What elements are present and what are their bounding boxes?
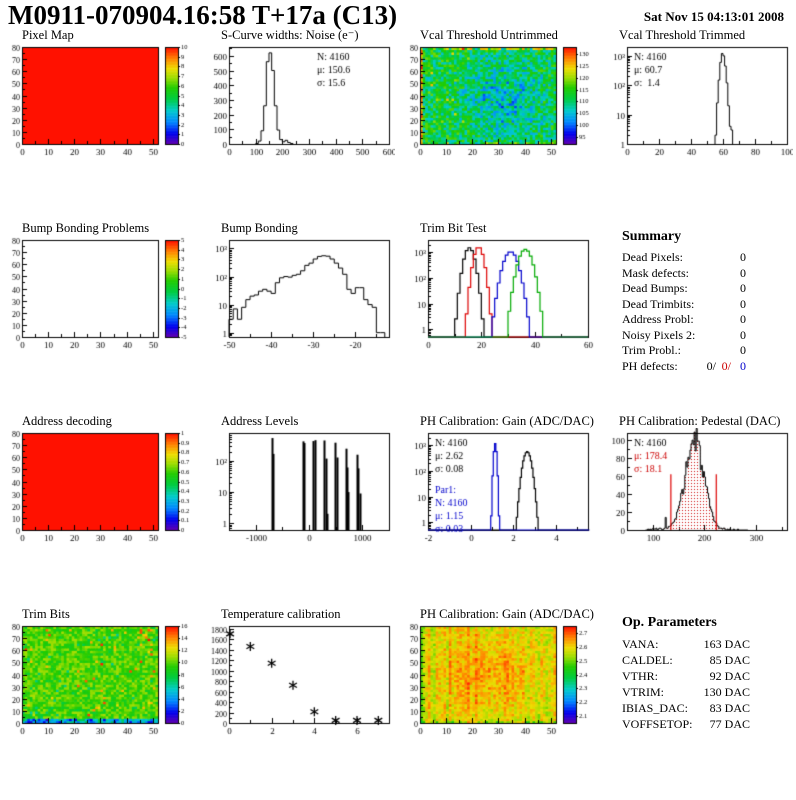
panel-temperature-calibration: Temperature calibration bbox=[199, 607, 398, 800]
address-decoding-canvas bbox=[0, 428, 196, 552]
panel-scurve-noise: S-Curve widths: Noise (e⁻) bbox=[199, 28, 398, 221]
op-label: IBIAS_DAC: bbox=[622, 701, 689, 715]
plot-title: Bump Bonding bbox=[221, 221, 298, 235]
panel-address-decoding: Address decoding bbox=[0, 414, 199, 607]
summary-row: Address Probl: 0 bbox=[622, 312, 746, 328]
summary-row: Dead Trimbits: 0 bbox=[622, 297, 746, 313]
summary-value: 0 bbox=[740, 265, 746, 280]
op-value: 163 DAC bbox=[703, 637, 750, 651]
pixel-map-canvas bbox=[0, 42, 196, 166]
op-label: VOFFSETOP: bbox=[622, 717, 693, 731]
plot-title: Vcal Threshold Trimmed bbox=[619, 28, 746, 42]
op-parameter-row: VANA: 163 DAC bbox=[622, 636, 750, 652]
op-label: VANA: bbox=[622, 637, 659, 651]
report-header: M0911-070904.16:58 T+17a (C13) Sat Nov 1… bbox=[0, 0, 796, 30]
op-value: 130 DAC bbox=[703, 685, 750, 699]
plot-title: Pixel Map bbox=[22, 28, 74, 42]
op-value: 92 DAC bbox=[709, 669, 750, 683]
op-parameter-row: CALDEL: 85 DAC bbox=[622, 652, 750, 668]
op-value: 85 DAC bbox=[709, 653, 750, 667]
summary-label: PH defects: bbox=[622, 358, 678, 373]
panel-ph-gain-map: PH Calibration: Gain (ADC/DAC) bbox=[398, 607, 597, 800]
plot-title: PH Calibration: Gain (ADC/DAC) bbox=[420, 414, 594, 428]
summary-label: Mask defects: bbox=[622, 265, 689, 280]
op-parameter-row: IBIAS_DAC: 83 DAC bbox=[622, 700, 750, 716]
ph-defects-value-blue: 0 bbox=[740, 358, 746, 373]
summary-label: Trim Probl.: bbox=[622, 343, 681, 357]
panel-trim-bits: Trim Bits bbox=[0, 607, 199, 800]
plot-title: Trim Bits bbox=[22, 607, 70, 621]
page-title: M0911-070904.16:58 T+17a (C13) bbox=[8, 0, 398, 30]
panel-ph-gain-hist: PH Calibration: Gain (ADC/DAC) bbox=[398, 414, 597, 607]
panel-pixel-map: Pixel Map bbox=[0, 28, 199, 221]
temperature-calibration-canvas bbox=[199, 621, 395, 745]
summary-value: 0 bbox=[740, 281, 746, 295]
summary-value: 0 bbox=[740, 296, 746, 311]
panel-bump-bonding: Bump Bonding bbox=[199, 221, 398, 414]
plot-title: Address decoding bbox=[22, 414, 112, 428]
op-parameter-row: VTRIM: 130 DAC bbox=[622, 684, 750, 700]
summary-row: Mask defects: 0 bbox=[622, 266, 746, 282]
bump-bonding-problems-canvas bbox=[0, 235, 196, 359]
summary-value: 0 bbox=[740, 343, 746, 357]
ph-defects-value-black: 0/ bbox=[706, 358, 716, 373]
summary-label: Dead Trimbits: bbox=[622, 296, 695, 311]
plot-title: Temperature calibration bbox=[221, 607, 341, 621]
ph-gain-hist-canvas bbox=[398, 428, 594, 552]
summary-label: Noisy Pixels 2: bbox=[622, 327, 696, 342]
panel-trim-bit-test: Trim Bit Test bbox=[398, 221, 597, 414]
op-parameter-row: VTHR: 92 DAC bbox=[622, 668, 750, 684]
panel-op-parameters: Op. Parameters VANA: 163 DAC CALDEL: 85 DA… bbox=[597, 607, 796, 800]
op-value: 83 DAC bbox=[709, 701, 750, 715]
op-label: CALDEL: bbox=[622, 653, 673, 667]
vcal-trimmed-canvas bbox=[597, 42, 793, 166]
panel-ph-pedestal: PH Calibration: Pedestal (DAC) bbox=[597, 414, 796, 607]
panel-summary: Summary Dead Pixels: 0 Mask defects: 0 Dea… bbox=[597, 221, 796, 414]
op-parameters-title: Op. Parameters bbox=[622, 615, 717, 630]
panel-address-levels: Address Levels bbox=[199, 414, 398, 607]
summary-label: Dead Bumps: bbox=[622, 281, 688, 295]
timestamp: Sat Nov 15 04:13:01 2008 bbox=[643, 9, 784, 24]
address-levels-canvas bbox=[199, 428, 395, 552]
plot-title: S-Curve widths: Noise (e⁻) bbox=[221, 28, 359, 42]
summary-title: Summary bbox=[622, 229, 682, 244]
summary-value: 0 bbox=[740, 312, 746, 326]
summary-value: 0 bbox=[740, 327, 746, 342]
summary-label: Dead Pixels: bbox=[622, 250, 683, 264]
panel-vcal-trimmed: Vcal Threshold Trimmed bbox=[597, 28, 796, 221]
summary-row: Noisy Pixels 2: 0 bbox=[622, 328, 746, 344]
summary-row: Dead Bumps: 0 bbox=[622, 281, 746, 297]
plot-grid: Pixel Map S-Curve widths: Noise (e⁻) Vca… bbox=[0, 28, 796, 800]
plot-title: Trim Bit Test bbox=[420, 221, 487, 235]
panel-bump-bonding-problems: Bump Bonding Problems bbox=[0, 221, 199, 414]
ph-pedestal-canvas bbox=[597, 428, 793, 552]
summary-row-ph-defects: PH defects: 0/ 0/ 0 bbox=[622, 359, 746, 375]
plot-title: Bump Bonding Problems bbox=[22, 221, 150, 235]
plot-title: Vcal Threshold Untrimmed bbox=[420, 28, 558, 42]
trim-bits-canvas bbox=[0, 621, 196, 745]
summary-value: 0 bbox=[740, 250, 746, 264]
ph-gain-map-canvas bbox=[398, 621, 594, 745]
summary-row: Trim Probl.: 0 bbox=[622, 343, 746, 359]
summary-label: Address Probl: bbox=[622, 312, 694, 326]
scurve-noise-canvas bbox=[199, 42, 395, 166]
op-value: 77 DAC bbox=[709, 717, 750, 731]
ph-defects-value-red: 0/ bbox=[721, 358, 731, 373]
summary-row: Dead Pixels: 0 bbox=[622, 250, 746, 266]
trim-bit-test-canvas bbox=[398, 235, 594, 359]
plot-title: PH Calibration: Pedestal (DAC) bbox=[619, 414, 781, 428]
op-label: VTRIM: bbox=[622, 685, 664, 699]
op-parameter-row: VOFFSETOP: 77 DAC bbox=[622, 716, 750, 732]
plot-title: Address Levels bbox=[221, 414, 299, 428]
plot-title: PH Calibration: Gain (ADC/DAC) bbox=[420, 607, 594, 621]
vcal-untrimmed-canvas bbox=[398, 42, 594, 166]
panel-vcal-untrimmed: Vcal Threshold Untrimmed bbox=[398, 28, 597, 221]
bump-bonding-canvas bbox=[199, 235, 395, 359]
op-label: VTHR: bbox=[622, 669, 658, 683]
